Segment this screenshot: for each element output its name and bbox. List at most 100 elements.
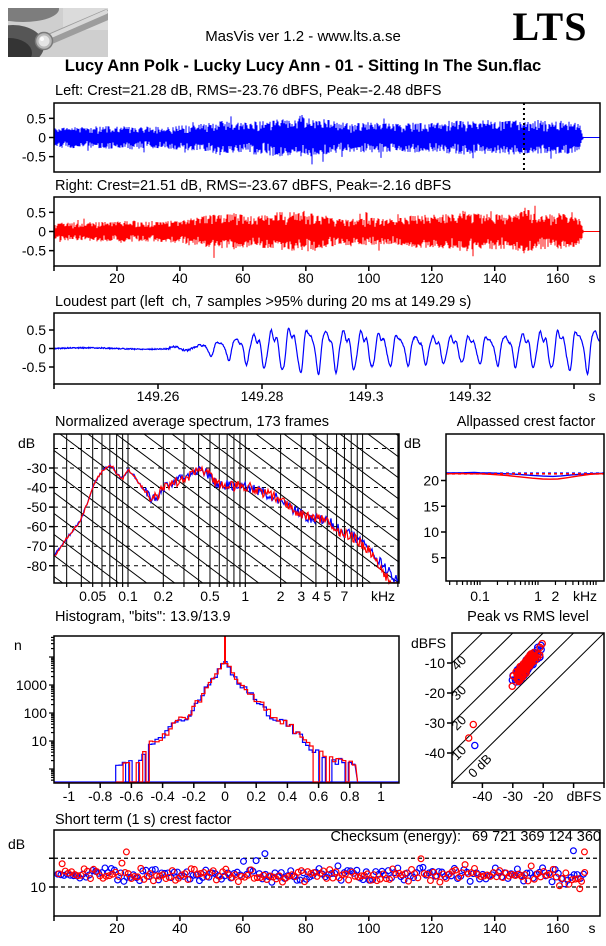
tick-label: 1 xyxy=(241,588,249,604)
tick-label: 60 xyxy=(235,270,251,286)
tick-label: 120 xyxy=(420,920,444,936)
tick-label: -10 xyxy=(425,655,445,671)
tick-label: 80 xyxy=(298,270,314,286)
tick-label: 80 xyxy=(298,920,314,936)
tick-label: -0.8 xyxy=(88,788,112,804)
tick-label: 0.2 xyxy=(154,588,174,604)
tick-label: -20 xyxy=(425,685,445,701)
short-term-title: Short term (1 s) crest factor xyxy=(55,812,232,828)
tick-label: -40 xyxy=(27,480,47,496)
x-axis-unit: s xyxy=(589,388,596,404)
tick-label: -30 xyxy=(425,715,445,731)
app-version-text: MasVis ver 1.2 - www.lts.a.se xyxy=(205,28,401,45)
tick-label: -0.4 xyxy=(151,788,175,804)
tick-label: 10 xyxy=(30,879,46,895)
tick-label: -40 xyxy=(425,745,445,761)
tick-label: 149.28 xyxy=(241,388,284,404)
checksum-label: Checksum (energy): xyxy=(330,829,461,845)
x-axis-unit: s xyxy=(589,270,596,286)
tick-label: -0.6 xyxy=(119,788,143,804)
checksum-value: 69 721 369 124 360 xyxy=(471,829,601,845)
tick-label: -40 xyxy=(472,788,492,804)
tick-label: 0.8 xyxy=(340,788,360,804)
tick-label: 1 xyxy=(377,788,385,804)
tick-label: 100 xyxy=(357,270,381,286)
y-axis-label: dB xyxy=(18,435,35,451)
tick-label: -0.5 xyxy=(22,149,46,165)
tick-label: 100 xyxy=(357,920,381,936)
tick-label: 0.6 xyxy=(309,788,329,804)
tick-label: 149.26 xyxy=(137,388,180,404)
histogram: 10 100 1000 n -1 -0.8 -0.6 -0.4 -0.2 0 0.2 0.4 0.6 0.… xyxy=(14,635,400,804)
plot-frame xyxy=(53,635,400,784)
tick-label: 7 xyxy=(341,588,349,604)
tick-label: 120 xyxy=(420,270,444,286)
time-axis: 20 40 60 80 100 120 140 160 s xyxy=(53,266,596,286)
tick-label: 0.1 xyxy=(118,588,138,604)
short_term_crest: 10 dB 20 40 60 80 100 120 140 160 s xyxy=(8,829,601,936)
tick-label: 0 xyxy=(38,224,46,240)
tick-label: -70 xyxy=(27,538,47,554)
track-title: Lucy Ann Polk - Lucky Lucy Ann - 01 - Si… xyxy=(64,57,542,75)
tick-label: 20 xyxy=(109,920,125,936)
plot-frame xyxy=(53,312,601,385)
tick-label: 5 xyxy=(323,588,331,604)
tick-label: -0.5 xyxy=(22,243,46,259)
waveform_left: 0.5 0 -0.5 xyxy=(22,102,601,173)
x-axis-unit: s xyxy=(589,920,596,936)
tick-label: 0.5 xyxy=(27,322,47,338)
x-axis-unit: kHz xyxy=(573,588,597,604)
tick-label: -30 xyxy=(503,788,523,804)
tick-label: 40 xyxy=(172,270,188,286)
tick-label: 60 xyxy=(235,920,251,936)
plot-frame xyxy=(445,433,605,582)
tick-label: -50 xyxy=(27,499,47,515)
tick-label: -1 xyxy=(63,788,76,804)
y-axis-label: dB xyxy=(8,836,25,852)
tick-label: 15 xyxy=(423,498,439,514)
tick-label: -60 xyxy=(27,519,47,535)
tick-label: 0.5 xyxy=(200,588,220,604)
tick-label: -80 xyxy=(27,558,47,574)
spectrum-title: Normalized average spectrum, 173 frames xyxy=(55,414,330,430)
right-channel-stats: Right: Crest=21.51 dB, RMS=-23.67 dBFS, … xyxy=(55,178,452,194)
waveform_right: 0.5 0 -0.5 xyxy=(22,196,601,267)
tick-label: 0.4 xyxy=(278,788,298,804)
tick-label: 149.32 xyxy=(449,388,492,404)
tick-label: 20 xyxy=(423,473,439,489)
tick-label: 100 xyxy=(24,705,48,721)
plot-frame xyxy=(53,829,601,917)
tick-label: 0.05 xyxy=(79,588,106,604)
tick-label: 0 xyxy=(38,130,46,146)
tick-label: -30 xyxy=(27,460,47,476)
tick-label: -0.2 xyxy=(182,788,206,804)
lts-brand-logo: LTS xyxy=(512,4,588,49)
tick-label: 5 xyxy=(431,550,439,566)
x-axis-unit: kHz xyxy=(371,588,395,604)
tick-label: -0.5 xyxy=(22,359,46,375)
tick-label: -20 xyxy=(533,788,553,804)
tick-label: 160 xyxy=(546,270,570,286)
loudest_part: 0.5 0 -0.5 149.26 149.28 149.3 149.32 s xyxy=(22,312,601,404)
plot-frame xyxy=(451,632,605,784)
tick-label: 0.2 xyxy=(246,788,266,804)
tick-label: 140 xyxy=(483,920,507,936)
tick-label: 10 xyxy=(31,733,47,749)
plot-frame xyxy=(53,196,601,267)
allpassed-title: Allpassed crest factor xyxy=(456,414,596,430)
tick-label: 2 xyxy=(552,588,560,604)
loudest-part-label: Loudest part (left ch, 7 samples >95% du… xyxy=(55,294,472,310)
allpassed_crest: 5 10 15 20 0.1 1 2 kHz xyxy=(423,433,605,604)
plot-frame xyxy=(53,433,400,584)
left-channel-stats: Left: Crest=21.28 dB, RMS=-23.76 dBFS, P… xyxy=(55,83,442,99)
tick-label: 20 xyxy=(109,270,125,286)
tick-label: 160 xyxy=(546,920,570,936)
checksum-line: Checksum (energy): 69 721 369 124 360 xyxy=(305,812,601,846)
plot-frame xyxy=(53,102,601,173)
tick-label: 4 xyxy=(312,588,320,604)
tick-label: 0.5 xyxy=(27,204,47,220)
tick-label: 1 xyxy=(534,588,542,604)
y-axis-label: dB xyxy=(404,435,421,451)
